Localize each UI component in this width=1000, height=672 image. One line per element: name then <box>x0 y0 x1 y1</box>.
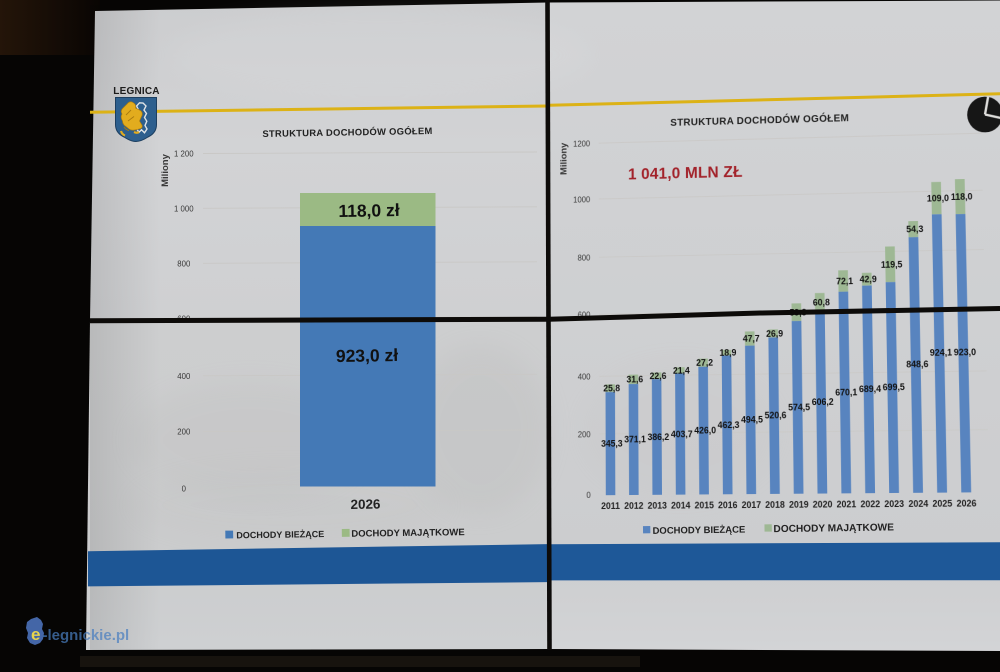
svg-text:606,2: 606,2 <box>812 396 834 407</box>
svg-text:462,3: 462,3 <box>718 419 740 430</box>
svg-text:47,7: 47,7 <box>743 333 760 344</box>
svg-text:2026: 2026 <box>350 497 380 513</box>
svg-text:1 041,0 MLN ZŁ: 1 041,0 MLN ZŁ <box>628 163 743 183</box>
svg-text:42,9: 42,9 <box>860 274 878 285</box>
svg-text:e: e <box>31 625 40 644</box>
svg-text:2022: 2022 <box>860 498 880 509</box>
svg-text:DOCHODY BIEŻĄCE: DOCHODY BIEŻĄCE <box>652 525 745 537</box>
svg-text:119,5: 119,5 <box>881 259 903 270</box>
svg-text:2020: 2020 <box>813 499 833 510</box>
svg-text:109,0: 109,0 <box>927 193 949 204</box>
svg-text:494,5: 494,5 <box>741 414 763 425</box>
svg-text:118,0: 118,0 <box>951 191 973 202</box>
svg-text:400: 400 <box>177 372 191 381</box>
svg-text:2024: 2024 <box>908 498 928 509</box>
svg-text:0: 0 <box>586 490 590 500</box>
svg-text:400: 400 <box>578 372 591 382</box>
svg-text:0: 0 <box>182 484 187 493</box>
svg-text:STRUKTURA DOCHODÓW OGÓŁEM: STRUKTURA DOCHODÓW OGÓŁEM <box>670 112 849 129</box>
svg-text:2017: 2017 <box>742 499 762 510</box>
svg-text:371,1: 371,1 <box>624 434 646 445</box>
svg-text:699,5: 699,5 <box>883 381 906 392</box>
svg-text:STRUKTURA DOCHODÓW OGÓŁEM: STRUKTURA DOCHODÓW OGÓŁEM <box>262 125 432 139</box>
svg-text:22,6: 22,6 <box>650 370 667 381</box>
svg-text:2023: 2023 <box>884 498 904 509</box>
svg-text:924,1: 924,1 <box>930 347 953 358</box>
svg-text:689,4: 689,4 <box>859 383 882 394</box>
svg-text:670,1: 670,1 <box>835 387 857 398</box>
svg-text:800: 800 <box>177 259 191 268</box>
svg-text:426,0: 426,0 <box>694 425 716 436</box>
svg-text:848,6: 848,6 <box>906 359 929 370</box>
svg-text:2014: 2014 <box>671 500 691 511</box>
svg-text:2019: 2019 <box>789 499 809 510</box>
svg-text:2012: 2012 <box>624 500 644 511</box>
svg-text:31,6: 31,6 <box>626 374 643 385</box>
svg-text:2011: 2011 <box>601 500 620 511</box>
svg-text:54,3: 54,3 <box>906 224 924 235</box>
svg-text:DOCHODY MAJĄTKOWE: DOCHODY MAJĄTKOWE <box>773 522 894 535</box>
svg-text:25,8: 25,8 <box>603 383 620 394</box>
svg-text:Miliony: Miliony <box>160 153 171 186</box>
svg-text:2018: 2018 <box>765 499 785 510</box>
svg-text:923,0 zł: 923,0 zł <box>336 345 399 366</box>
svg-text:21,4: 21,4 <box>673 365 690 376</box>
svg-text:18,9: 18,9 <box>719 347 736 358</box>
svg-text:2015: 2015 <box>694 500 714 511</box>
svg-text:DOCHODY MAJĄTKOWE: DOCHODY MAJĄTKOWE <box>351 527 464 540</box>
svg-text:-legnickie.pl: -legnickie.pl <box>43 627 130 644</box>
svg-text:600: 600 <box>578 310 591 320</box>
svg-text:2021: 2021 <box>836 498 856 509</box>
svg-text:26,9: 26,9 <box>766 328 783 339</box>
svg-text:1000: 1000 <box>573 195 590 205</box>
svg-text:2025: 2025 <box>932 498 952 509</box>
svg-text:345,3: 345,3 <box>601 438 623 449</box>
svg-text:800: 800 <box>578 253 591 263</box>
svg-text:2026: 2026 <box>956 498 976 509</box>
svg-text:2016: 2016 <box>718 499 738 510</box>
svg-text:520,6: 520,6 <box>765 410 787 421</box>
svg-text:574,5: 574,5 <box>788 402 810 413</box>
svg-text:200: 200 <box>177 428 191 437</box>
svg-text:LEGNICA: LEGNICA <box>113 86 159 97</box>
svg-text:923,0: 923,0 <box>954 347 977 358</box>
svg-text:386,2: 386,2 <box>648 431 670 442</box>
svg-text:1 200: 1 200 <box>174 150 194 159</box>
svg-text:200: 200 <box>578 430 591 440</box>
svg-text:1200: 1200 <box>573 139 590 149</box>
svg-text:Miliony: Miliony <box>559 142 569 175</box>
svg-text:1 000: 1 000 <box>174 204 194 213</box>
svg-text:27,2: 27,2 <box>696 357 713 368</box>
svg-text:DOCHODY BIEŻĄCE: DOCHODY BIEŻĄCE <box>236 529 324 540</box>
svg-text:2013: 2013 <box>648 500 668 511</box>
svg-text:72,1: 72,1 <box>836 275 853 286</box>
svg-text:60,8: 60,8 <box>813 297 830 308</box>
svg-text:118,0 zł: 118,0 zł <box>338 200 400 221</box>
svg-text:403,7: 403,7 <box>671 429 693 440</box>
